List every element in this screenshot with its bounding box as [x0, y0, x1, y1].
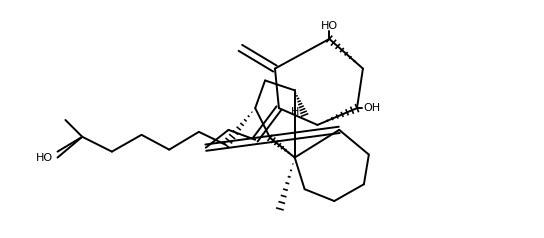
Text: H: H: [290, 107, 299, 117]
Text: OH: OH: [363, 103, 380, 113]
Text: HO: HO: [321, 21, 338, 31]
Text: HO: HO: [35, 153, 53, 163]
